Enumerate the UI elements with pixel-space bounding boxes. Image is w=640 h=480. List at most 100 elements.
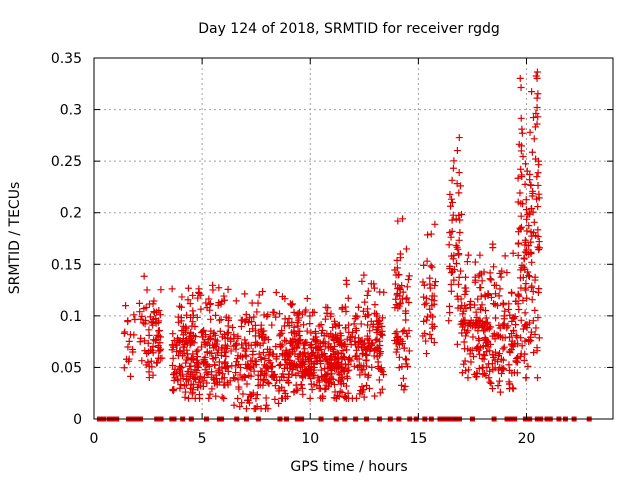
data-point [208, 368, 216, 376]
data-point [525, 272, 533, 280]
data-point [324, 360, 332, 368]
data-point [204, 371, 212, 379]
data-point [214, 349, 222, 357]
data-point [141, 320, 149, 328]
data-point [184, 368, 192, 376]
data-point [282, 337, 290, 345]
data-point [191, 394, 199, 402]
data-point [245, 341, 253, 349]
data-point [499, 345, 507, 353]
data-point [500, 343, 508, 351]
data-point [272, 288, 280, 296]
data-point [278, 329, 286, 337]
data-point [169, 370, 177, 378]
data-point [208, 349, 216, 357]
data-point [521, 284, 529, 292]
data-point [467, 316, 475, 324]
data-point [364, 287, 372, 295]
data-point [229, 323, 237, 331]
data-point [303, 294, 311, 302]
data-point [487, 340, 495, 348]
data-point [268, 321, 276, 329]
data-point [235, 383, 243, 391]
data-point [391, 330, 399, 338]
data-point [174, 313, 182, 321]
data-point [529, 287, 537, 295]
data-point [266, 359, 274, 367]
data-point [428, 292, 436, 300]
data-point [124, 318, 132, 326]
data-point [192, 333, 200, 341]
data-point [400, 344, 408, 352]
data-point [523, 227, 531, 235]
data-point [363, 291, 371, 299]
data-point [334, 350, 342, 358]
data-point [534, 226, 542, 234]
data-point [278, 383, 286, 391]
data-point [220, 292, 228, 300]
data-point [492, 290, 500, 298]
data-point [339, 346, 347, 354]
data-point [426, 305, 434, 313]
data-point [216, 327, 224, 335]
data-point [370, 352, 378, 360]
data-point [474, 316, 482, 324]
data-point [272, 313, 280, 321]
data-point [463, 258, 471, 266]
data-point [337, 332, 345, 340]
data-point [289, 335, 297, 343]
data-point [238, 341, 246, 349]
data-point [203, 379, 211, 387]
data-point [130, 331, 138, 339]
data-point [522, 206, 530, 214]
data-point [168, 361, 176, 369]
data-point [343, 335, 351, 343]
data-point [348, 333, 356, 341]
data-point [318, 372, 326, 380]
data-point [197, 343, 205, 351]
data-point [300, 349, 308, 357]
data-point [287, 301, 295, 309]
data-point [535, 194, 543, 202]
data-point [395, 353, 403, 361]
data-point [276, 330, 284, 338]
data-point [251, 357, 259, 365]
data-point [487, 379, 495, 387]
data-point [278, 350, 286, 358]
data-point [341, 360, 349, 368]
data-point [529, 317, 537, 325]
data-point [534, 232, 542, 240]
data-point [246, 363, 254, 371]
data-point [225, 314, 233, 322]
data-point [525, 222, 533, 230]
data-point [184, 284, 192, 292]
data-point [528, 258, 536, 266]
data-point [368, 363, 376, 371]
data-point [481, 306, 489, 314]
data-point [456, 229, 464, 237]
data-point [208, 385, 216, 393]
data-point [360, 393, 368, 401]
data-point [230, 342, 238, 350]
data-point [427, 262, 435, 270]
data-point [445, 317, 453, 325]
data-point [219, 370, 227, 378]
data-point [321, 376, 329, 384]
data-point [268, 362, 276, 370]
data-point [505, 306, 513, 313]
data-point [533, 120, 541, 128]
data-point [496, 388, 504, 396]
data-point [234, 360, 242, 368]
data-point [518, 171, 526, 179]
data-point [365, 311, 373, 319]
data-point [505, 361, 513, 369]
data-point [373, 353, 381, 361]
data-point [402, 307, 410, 315]
data-point [179, 343, 187, 351]
data-point [363, 351, 371, 359]
data-point [209, 281, 217, 289]
data-point [313, 357, 321, 365]
data-point [405, 272, 413, 280]
data-point [351, 338, 359, 346]
data-point [520, 254, 528, 262]
